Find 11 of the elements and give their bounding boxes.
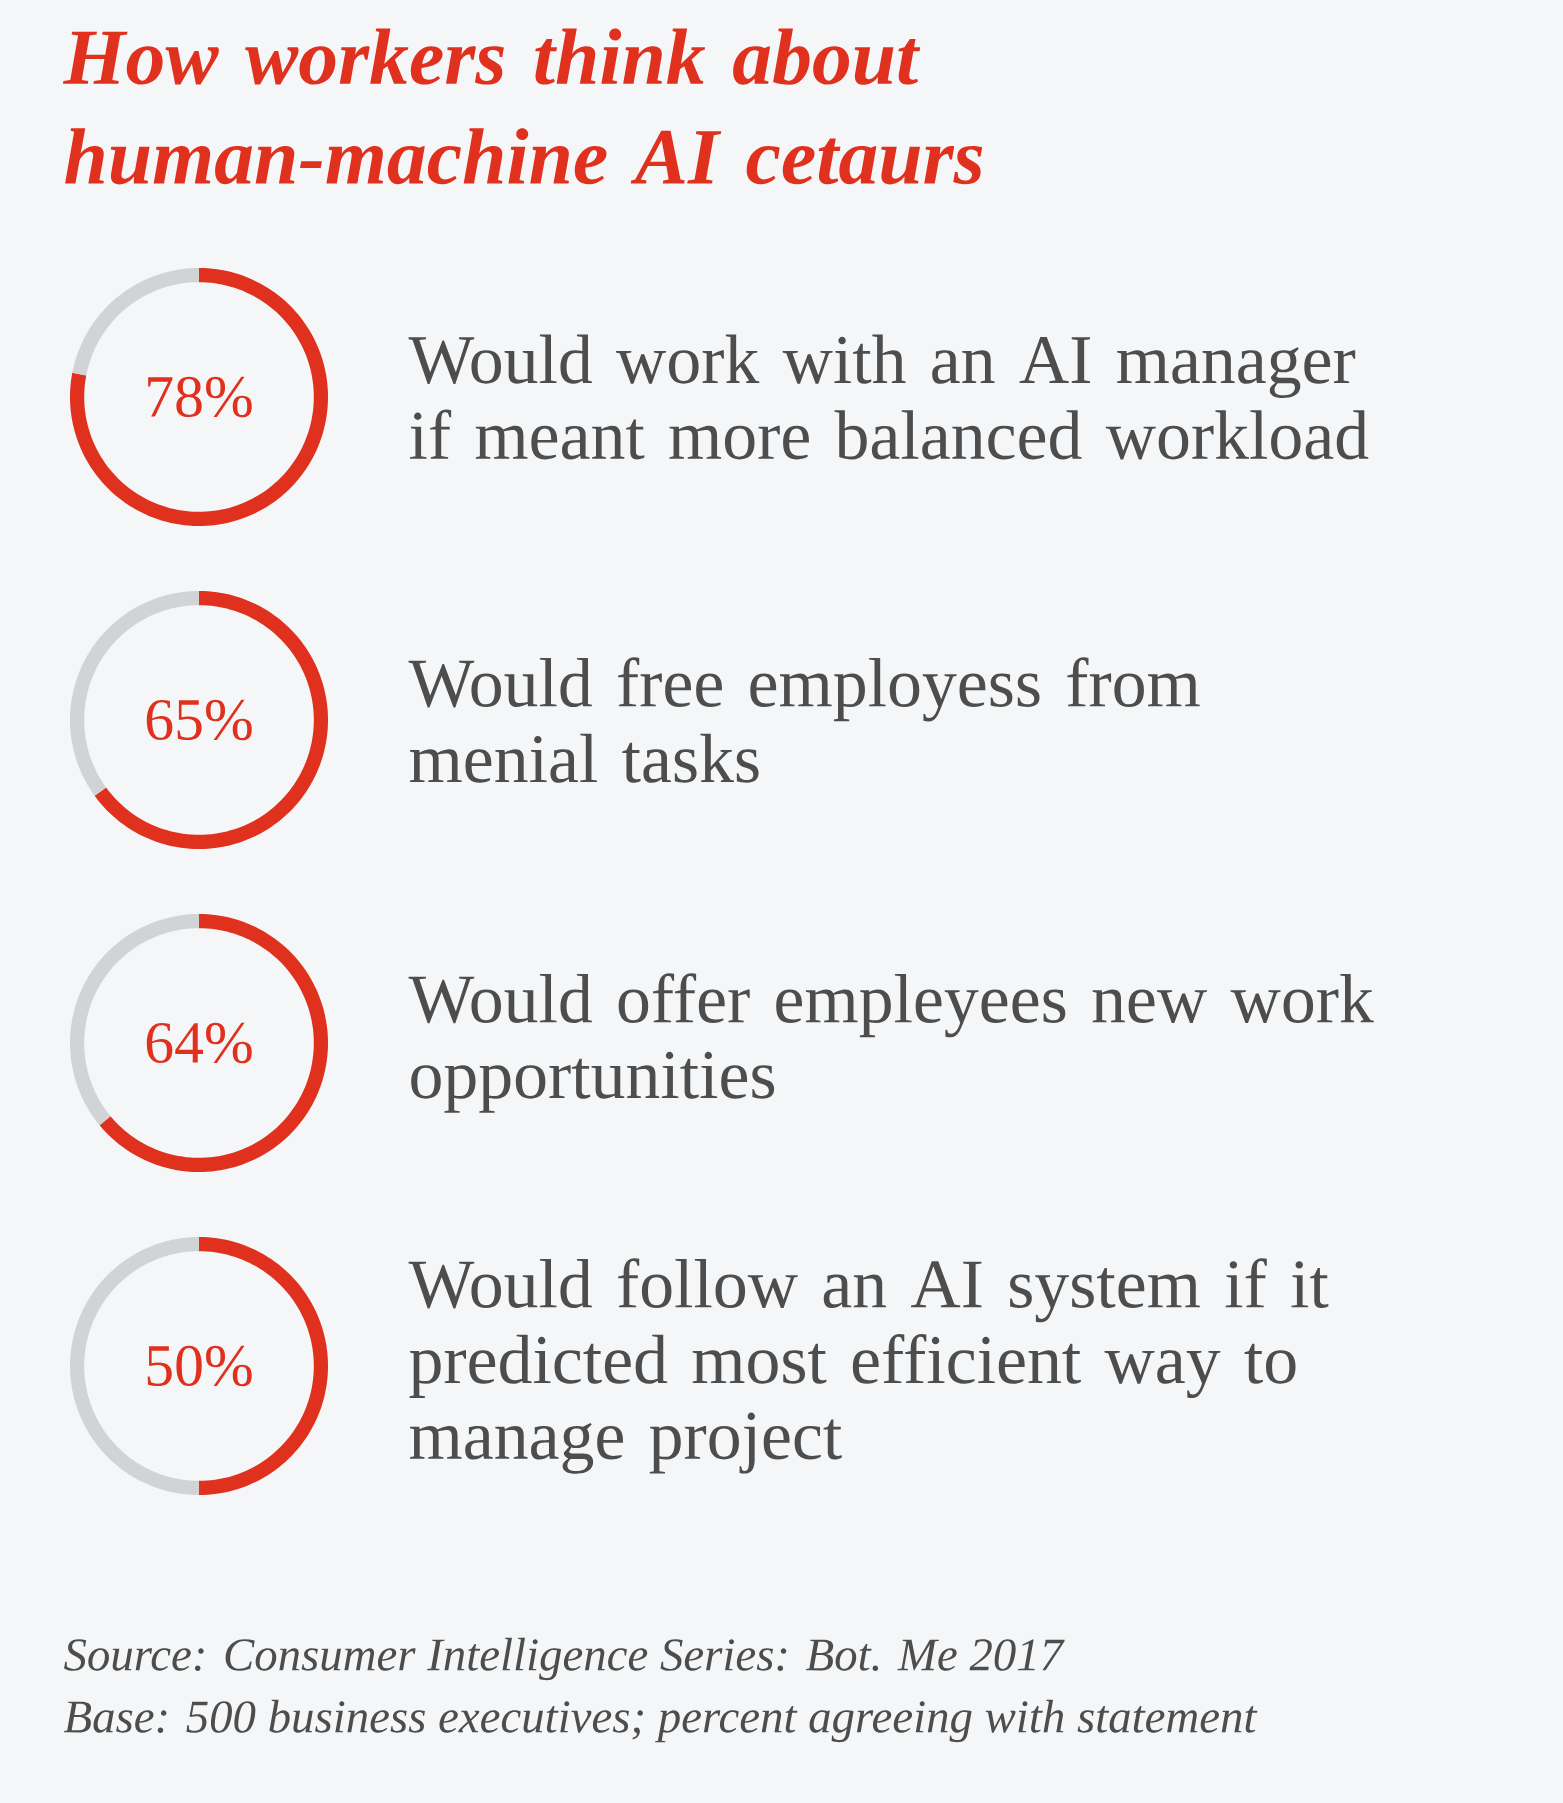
text: Would offer empleyees new work opportunities (408, 973, 1374, 1113)
text: 64% (146, 1022, 252, 1064)
text: Base: 500 business executives; percent agreeing with statement (63, 1699, 1258, 1743)
source-note: Source: Consumer Intelligence Series: Bot. Me 2017 (64, 1637, 1065, 1681)
text: 78% (148, 376, 252, 418)
text: How workers think about human-machine AI cetaurs (62, 28, 983, 185)
text: Would follow an AI system if it predicted most efficient way to manage project (408, 1258, 1329, 1474)
text: 65% (146, 699, 252, 741)
text: Would free employess from menial tasks (408, 657, 1200, 783)
text: Would work with an AI manager if meant more balanced workload (408, 334, 1369, 460)
text: 50% (147, 1345, 252, 1387)
